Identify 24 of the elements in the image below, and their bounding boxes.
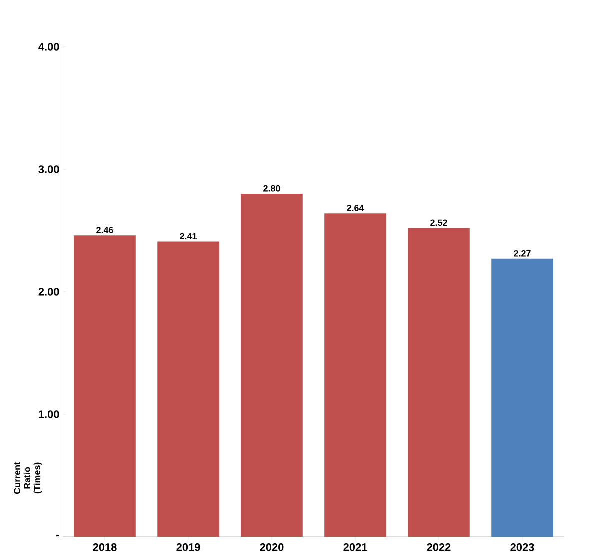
bar	[492, 258, 554, 537]
y-tick-label: 3.00	[38, 166, 60, 174]
bar	[158, 242, 220, 537]
bar	[74, 236, 136, 537]
data-label: 2.80	[264, 185, 280, 192]
x-tick-label: 2019	[176, 544, 200, 552]
data-label: 2.64	[347, 205, 364, 212]
y-tick-label: -	[56, 535, 60, 537]
bar	[241, 194, 303, 537]
bar	[408, 228, 470, 537]
x-tick-label: 2018	[93, 544, 117, 552]
x-tick-label: 2021	[344, 544, 368, 552]
x-tick-label: 2022	[427, 544, 451, 552]
data-label: 2.46	[96, 227, 114, 234]
data-label: 2.27	[514, 250, 531, 257]
y-axis-title: Current Ratio (Times)	[14, 462, 42, 494]
data-label: 2.52	[430, 220, 448, 226]
x-tick-label: 2020	[260, 544, 284, 552]
x-tick-label: 2023	[510, 544, 534, 552]
data-label: 2.41	[180, 233, 197, 240]
bar	[324, 214, 386, 537]
y-tick-label: 2.00	[38, 288, 60, 296]
y-tick-label: 4.00	[38, 43, 60, 51]
y-tick-label: 1.00	[39, 410, 60, 418]
